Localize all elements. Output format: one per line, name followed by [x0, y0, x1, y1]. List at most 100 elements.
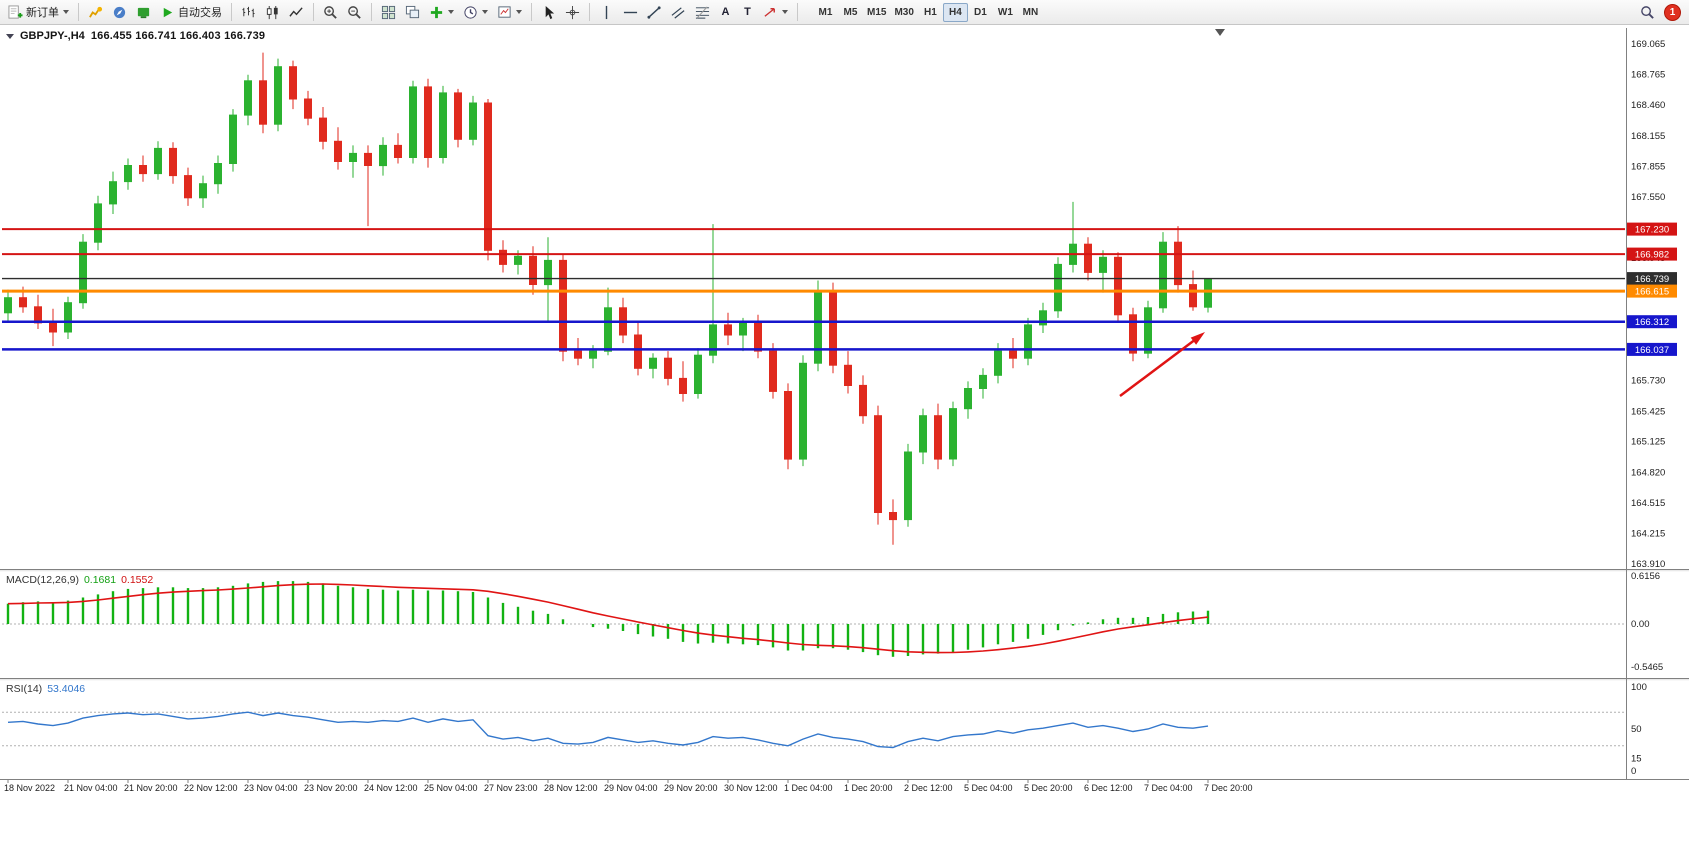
templates-button[interactable]	[493, 2, 526, 23]
trendline-button[interactable]	[643, 2, 666, 23]
equidistant-channel-button[interactable]	[667, 2, 690, 23]
text-label-icon: T	[744, 6, 751, 18]
auto-trading-button[interactable]: 自动交易	[156, 2, 226, 23]
svg-text:100: 100	[1631, 682, 1647, 693]
bar-chart-button[interactable]	[237, 2, 260, 23]
divider	[78, 3, 79, 21]
cascade-windows-icon	[405, 5, 420, 20]
svg-text:7 Dec 20:00: 7 Dec 20:00	[1204, 783, 1253, 793]
horizontal-line-button[interactable]	[619, 2, 642, 23]
zoom-in-icon	[323, 5, 338, 20]
cursor-button[interactable]	[537, 2, 560, 23]
candlestick-chart-button[interactable]	[261, 2, 284, 23]
arrow-tool-icon	[763, 5, 778, 20]
timeframe-h1[interactable]: H1	[918, 3, 943, 22]
svg-text:165.425: 165.425	[1631, 406, 1665, 417]
navigator-icon	[112, 5, 127, 20]
zoom-in-button[interactable]	[319, 2, 342, 23]
chart-shift-marker[interactable]	[1215, 29, 1225, 36]
arrows-tool-button[interactable]	[759, 2, 792, 23]
navigator-button[interactable]	[108, 2, 131, 23]
timeframe-d1[interactable]: D1	[968, 3, 993, 22]
rsi-title: RSI(14)	[6, 683, 43, 695]
terminal-button[interactable]	[132, 2, 155, 23]
zoom-out-button[interactable]	[343, 2, 366, 23]
fibonacci-button[interactable]	[691, 2, 714, 23]
add-indicator-button[interactable]	[425, 2, 458, 23]
horizontal-line-icon	[623, 5, 638, 20]
notification-badge[interactable]: 1	[1664, 3, 1681, 21]
tile-windows-button[interactable]	[377, 2, 400, 23]
search-icon	[1640, 5, 1655, 20]
svg-text:166.982: 166.982	[1635, 250, 1669, 261]
auto-trading-label: 自动交易	[178, 7, 222, 19]
timeframe-m15[interactable]: M15	[863, 3, 890, 22]
timeframe-group: M1 M5 M15 M30 H1 H4 D1 W1 MN	[813, 2, 1043, 22]
chart-title: GBPJPY-,H4 166.455 166.741 166.403 166.7…	[6, 30, 265, 42]
timeframe-mn[interactable]: MN	[1018, 3, 1043, 22]
svg-text:168.460: 168.460	[1631, 100, 1665, 111]
svg-text:29 Nov 20:00: 29 Nov 20:00	[664, 783, 718, 793]
svg-text:24 Nov 12:00: 24 Nov 12:00	[364, 783, 418, 793]
svg-text:29 Nov 04:00: 29 Nov 04:00	[604, 783, 658, 793]
price-axis[interactable]: 169.065 168.765 168.460 168.155 167.855 167.5…	[1631, 39, 1665, 570]
svg-text:6 Dec 12:00: 6 Dec 12:00	[1084, 783, 1133, 793]
new-order-icon	[8, 4, 23, 20]
svg-text:166.615: 166.615	[1635, 287, 1669, 298]
divider	[371, 3, 372, 21]
rsi-indicator: 100 50 150	[2, 682, 1647, 777]
timeframe-m5[interactable]: M5	[838, 3, 863, 22]
svg-text:0.6156: 0.6156	[1631, 571, 1660, 582]
arrows-caret-icon	[782, 10, 788, 14]
macd-label: MACD(12,26,9) 0.1681 0.1552	[6, 574, 153, 586]
line-chart-icon	[289, 5, 304, 20]
cascade-windows-button[interactable]	[401, 2, 424, 23]
vertical-line-icon	[599, 5, 614, 20]
timeframe-w1[interactable]: W1	[993, 3, 1018, 22]
symbol-period-label: GBPJPY-,H4	[20, 30, 85, 42]
timeframe-m30[interactable]: M30	[890, 3, 917, 22]
macd-title: MACD(12,26,9)	[6, 574, 79, 586]
svg-text:5 Dec 20:00: 5 Dec 20:00	[1024, 783, 1073, 793]
candlestick-chart-icon	[265, 5, 280, 20]
macd-indicator: 0.6156 0.00 -0.5465	[2, 571, 1663, 673]
svg-text:27 Nov 23:00: 27 Nov 23:00	[484, 783, 538, 793]
svg-text:167.855: 167.855	[1631, 161, 1665, 172]
tile-windows-icon	[381, 5, 396, 20]
horizontal-lines[interactable]	[2, 228, 1625, 351]
new-order-label: 新订单	[26, 7, 59, 19]
toolbar: 新订单 自动交易	[0, 0, 1689, 25]
trend-arrow-annotation[interactable]	[1119, 332, 1205, 397]
timeframe-h4[interactable]: H4	[942, 2, 968, 22]
text-tool-button[interactable]: A	[715, 2, 736, 23]
svg-text:164.215: 164.215	[1631, 528, 1665, 539]
timeframe-m1[interactable]: M1	[813, 3, 838, 22]
vertical-line-button[interactable]	[595, 2, 618, 23]
panel-borders	[0, 28, 1689, 780]
svg-text:22 Nov 12:00: 22 Nov 12:00	[184, 783, 238, 793]
line-chart-button[interactable]	[285, 2, 308, 23]
svg-text:2 Dec 12:00: 2 Dec 12:00	[904, 783, 953, 793]
time-axis[interactable]: 18 Nov 2022 21 Nov 04:00 21 Nov 20:00 22 No…	[4, 779, 1253, 794]
rsi-value: 53.4046	[47, 683, 86, 695]
text-label-tool-button[interactable]: T	[737, 2, 758, 23]
svg-text:18 Nov 2022: 18 Nov 2022	[4, 783, 55, 793]
rsi-label: RSI(14) 53.4046	[6, 683, 85, 695]
fibonacci-icon	[695, 5, 710, 20]
new-order-button[interactable]: 新订单	[4, 2, 73, 23]
symbol-dropdown-icon[interactable]	[6, 33, 14, 39]
svg-text:167.230: 167.230	[1635, 225, 1669, 236]
crosshair-button[interactable]	[561, 2, 584, 23]
periods-button[interactable]	[459, 2, 492, 23]
svg-text:169.065: 169.065	[1631, 39, 1665, 50]
macd-main-value: 0.1681	[83, 574, 117, 586]
svg-text:23 Nov 04:00: 23 Nov 04:00	[244, 783, 298, 793]
auto-trading-icon	[160, 5, 175, 20]
market-watch-button[interactable]	[84, 2, 107, 23]
svg-text:164.515: 164.515	[1631, 498, 1665, 509]
search-button[interactable]	[1636, 2, 1659, 23]
text-tool-icon: A	[721, 6, 730, 18]
svg-text:1 Dec 20:00: 1 Dec 20:00	[844, 783, 893, 793]
